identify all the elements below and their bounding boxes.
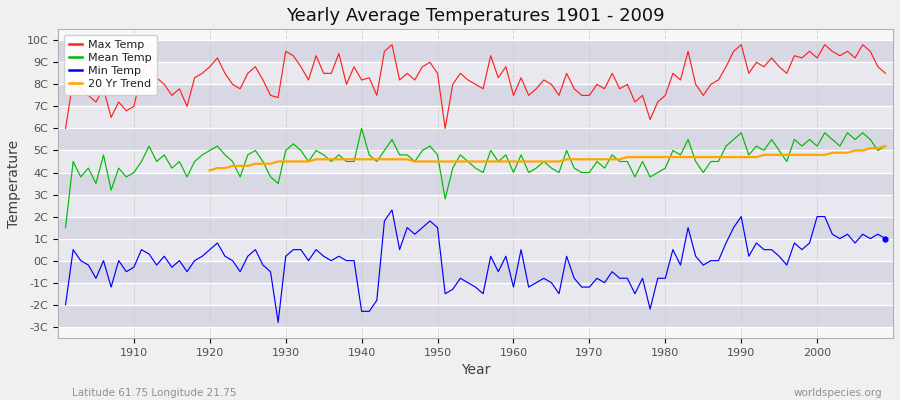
- Bar: [58, 305, 893, 327]
- Bar: [58, 150, 893, 172]
- Bar: [58, 84, 893, 106]
- Bar: [58, 40, 893, 62]
- Bar: [58, 283, 893, 305]
- Title: Yearly Average Temperatures 1901 - 2009: Yearly Average Temperatures 1901 - 2009: [286, 7, 665, 25]
- Legend: Max Temp, Mean Temp, Min Temp, 20 Yr Trend: Max Temp, Mean Temp, Min Temp, 20 Yr Tre…: [64, 35, 158, 95]
- Bar: [58, 194, 893, 216]
- Bar: [58, 239, 893, 261]
- Y-axis label: Temperature: Temperature: [7, 140, 21, 228]
- Bar: [58, 216, 893, 239]
- X-axis label: Year: Year: [461, 363, 491, 377]
- Text: Latitude 61.75 Longitude 21.75: Latitude 61.75 Longitude 21.75: [72, 388, 237, 398]
- Bar: [58, 261, 893, 283]
- Bar: [58, 128, 893, 150]
- Text: worldspecies.org: worldspecies.org: [794, 388, 882, 398]
- Bar: [58, 62, 893, 84]
- Bar: [58, 172, 893, 194]
- Bar: [58, 106, 893, 128]
